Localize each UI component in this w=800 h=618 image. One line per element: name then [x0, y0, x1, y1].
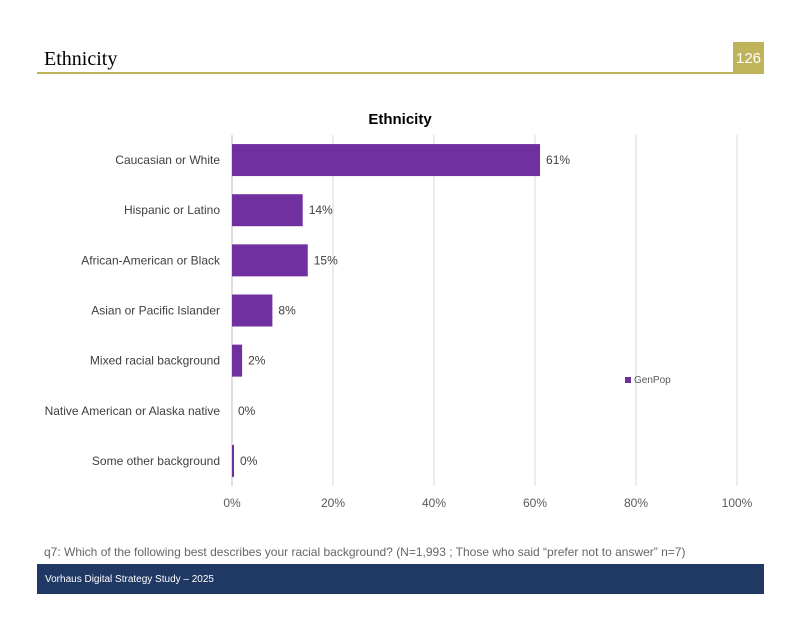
x-tick-label: 60% — [523, 496, 547, 510]
page-number-badge: 126 — [733, 42, 764, 74]
bar-4 — [232, 294, 273, 327]
x-tick-label: 20% — [321, 496, 345, 510]
category-label: Asian or Pacific Islander — [91, 304, 220, 318]
bar-5 — [232, 344, 243, 377]
title-divider — [37, 72, 764, 74]
data-label: 0% — [238, 404, 256, 418]
data-label: 15% — [314, 253, 338, 267]
bar-1 — [232, 144, 541, 177]
footer-bar: Vorhaus Digital Strategy Study – 2025 — [37, 564, 764, 594]
page-title: Ethnicity — [44, 48, 118, 70]
ethnicity-bar-chart: Ethnicity 0% 20% 40% 60% 80% 100% Caucasian or … — [45, 111, 753, 510]
bar-3 — [232, 244, 308, 277]
x-tick-label: 100% — [722, 496, 753, 510]
bar-7 — [232, 444, 235, 477]
question-footnote: q7: Which of the following best describe… — [44, 545, 686, 559]
x-tick-label: 0% — [223, 496, 241, 510]
data-label: 8% — [278, 304, 296, 318]
category-label: Mixed racial background — [90, 354, 220, 368]
bar-2 — [232, 194, 303, 227]
category-label: Hispanic or Latino — [124, 203, 220, 217]
category-label: Some other background — [92, 454, 220, 468]
chart-title: Ethnicity — [368, 111, 432, 128]
category-label: Caucasian or White — [115, 153, 220, 167]
data-label: 2% — [248, 354, 266, 368]
data-label: 0% — [240, 454, 258, 468]
x-tick-label: 40% — [422, 496, 446, 510]
legend-swatch — [625, 377, 631, 383]
category-label: African-American or Black — [81, 253, 221, 267]
data-label: 61% — [546, 153, 570, 167]
legend-label: GenPop — [634, 375, 671, 386]
category-label: Native American or Alaska native — [45, 404, 221, 418]
footer-study-label: Vorhaus Digital Strategy Study – 2025 — [45, 574, 214, 585]
data-label: 14% — [309, 203, 333, 217]
x-tick-label: 80% — [624, 496, 648, 510]
